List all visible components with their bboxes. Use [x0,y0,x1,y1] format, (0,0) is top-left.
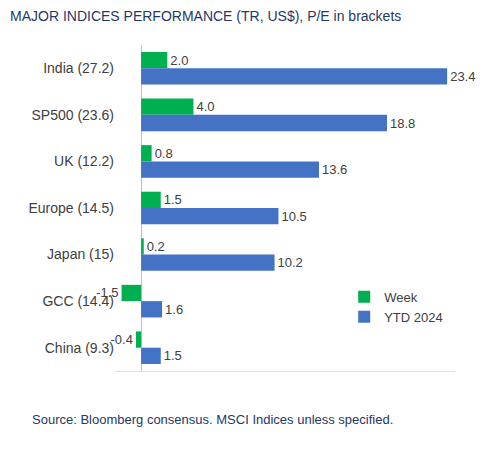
svg-text:0.8: 0.8 [155,146,173,161]
svg-text:0.2: 0.2 [147,239,165,254]
svg-text:-0.4: -0.4 [111,332,133,347]
svg-text:MAJOR INDICES PERFORMANCE (TR,: MAJOR INDICES PERFORMANCE (TR, US$), P/E… [10,8,401,24]
svg-text:China (9.3): China (9.3) [45,340,114,356]
svg-text:GCC (14.4): GCC (14.4) [42,293,114,309]
svg-text:SP500 (23.6): SP500 (23.6) [32,107,115,123]
svg-text:1.5: 1.5 [164,192,182,207]
svg-text:4.0: 4.0 [196,99,214,114]
svg-text:UK (12.2): UK (12.2) [54,153,114,169]
svg-text:YTD 2024: YTD 2024 [384,310,443,325]
svg-text:Japan (15): Japan (15) [47,246,114,262]
svg-text:23.4: 23.4 [450,69,475,84]
svg-text:1.6: 1.6 [165,302,183,317]
svg-text:Source: Bloomberg consensus. M: Source: Bloomberg consensus. MSCI Indice… [32,412,393,427]
svg-text:10.2: 10.2 [278,255,303,270]
svg-text:1.5: 1.5 [164,348,182,363]
svg-text:10.5: 10.5 [281,209,306,224]
svg-text:13.6: 13.6 [322,162,347,177]
svg-text:-1.5: -1.5 [96,285,118,300]
svg-text:2.0: 2.0 [170,53,188,68]
svg-text:India (27.2): India (27.2) [43,60,114,76]
svg-text:18.8: 18.8 [390,116,415,131]
svg-text:Week: Week [384,290,417,305]
svg-text:Europe (14.5): Europe (14.5) [28,200,114,216]
